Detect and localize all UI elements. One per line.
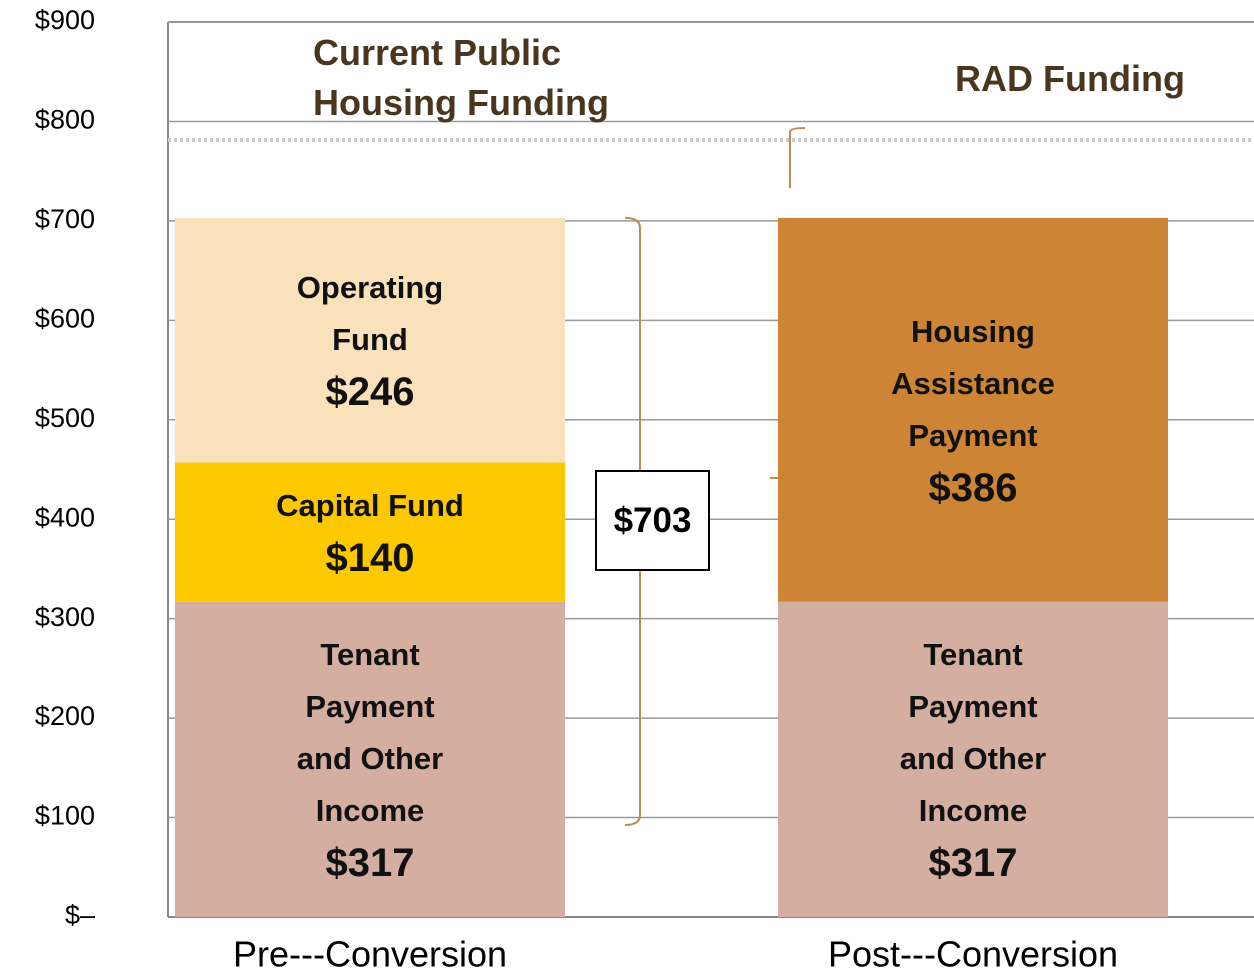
y-tick-label: $800 xyxy=(35,105,95,135)
bar-segment xyxy=(175,462,565,602)
segment-label: Tenant Payment and Other Income $317 xyxy=(175,602,565,917)
series-name: Operating Fund xyxy=(296,270,444,358)
bar-segment xyxy=(778,217,1168,602)
value-label: $246 xyxy=(325,370,415,415)
y-tick-label: $500 xyxy=(35,403,95,433)
value-label: $140 xyxy=(325,536,415,581)
value-label: $317 xyxy=(325,841,415,886)
segment-label: Operating Fund $246 xyxy=(175,218,565,463)
series-name: Capital Fund xyxy=(276,488,464,524)
brace xyxy=(789,127,806,188)
y-tick-label: $– xyxy=(65,900,95,930)
bar-segment xyxy=(175,217,565,463)
y-tick-label: $200 xyxy=(35,701,95,731)
segment-label: Housing Assistance Payment $386 xyxy=(778,218,1168,602)
annotation: Current Public Housing Funding xyxy=(313,32,609,123)
bar-segment xyxy=(175,601,565,917)
annotation: RAD Funding xyxy=(955,58,1185,99)
segment-label: Tenant Payment and Other Income $317 xyxy=(778,602,1168,917)
bar-segment xyxy=(778,601,1168,917)
series-name: Tenant Payment and Other Income xyxy=(296,637,444,829)
x-tick-label: Post---Conversion xyxy=(828,934,1118,975)
y-tick-label: $900 xyxy=(35,5,95,35)
y-tick-label: $300 xyxy=(35,602,95,632)
y-tick-label: $100 xyxy=(35,801,95,831)
value-label: $386 xyxy=(928,465,1018,510)
total-label: $703 xyxy=(595,470,710,571)
x-tick-label: Pre---Conversion xyxy=(233,934,507,975)
segment-label: Capital Fund $140 xyxy=(175,463,565,602)
y-tick-label: $600 xyxy=(35,303,95,333)
series-name: Housing Assistance Payment xyxy=(891,313,1055,453)
series-name: Tenant Payment and Other Income xyxy=(899,637,1047,829)
y-tick-label: $700 xyxy=(35,204,95,234)
y-tick-label: $400 xyxy=(35,502,95,532)
value-label: $317 xyxy=(928,841,1018,886)
